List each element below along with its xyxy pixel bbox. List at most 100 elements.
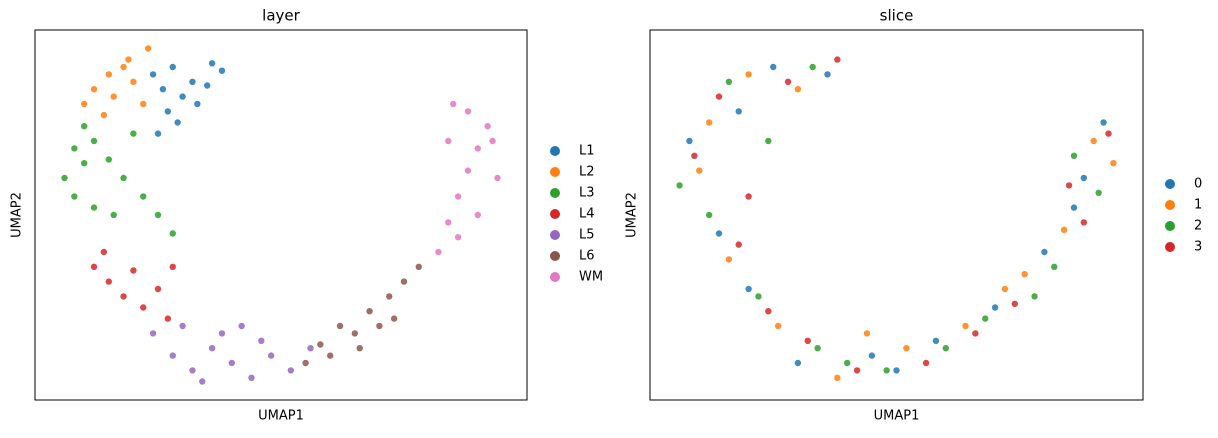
legend-marker [1165, 179, 1175, 189]
point [81, 100, 88, 108]
point [140, 193, 147, 200]
point [853, 367, 861, 374]
point [809, 63, 816, 71]
point [110, 93, 117, 100]
point [991, 304, 999, 311]
point [1001, 285, 1009, 293]
point [90, 204, 98, 211]
point [1080, 219, 1088, 226]
legend-marker [550, 272, 560, 282]
point [794, 86, 802, 93]
point [1100, 119, 1107, 126]
point [149, 71, 157, 78]
point [366, 308, 373, 315]
point [450, 100, 457, 108]
legend-marker [550, 209, 560, 219]
point [1011, 300, 1019, 307]
legend-label: L5 [579, 228, 595, 243]
point [199, 378, 206, 385]
point [159, 86, 167, 93]
point [140, 100, 147, 108]
point [725, 256, 733, 263]
legend-marker [1165, 221, 1175, 231]
point [189, 78, 196, 86]
legend-marker [1165, 200, 1175, 210]
point [105, 278, 113, 285]
point [1031, 293, 1038, 300]
point [824, 71, 831, 78]
point [120, 293, 127, 300]
point [110, 211, 117, 219]
point [302, 359, 309, 367]
point [317, 341, 324, 348]
chart-title: layer [262, 7, 300, 25]
point [696, 167, 703, 174]
point [81, 123, 88, 130]
point [90, 263, 98, 270]
point [238, 322, 245, 330]
point [144, 45, 152, 52]
point [130, 267, 137, 274]
point [863, 330, 871, 337]
point [125, 56, 132, 63]
point [445, 219, 452, 226]
point [228, 359, 235, 367]
point [130, 130, 137, 137]
point [1070, 204, 1078, 211]
point [169, 230, 176, 237]
point [676, 182, 683, 189]
point [179, 322, 186, 330]
point [1105, 130, 1112, 137]
point [258, 337, 265, 344]
point [445, 137, 452, 145]
point [390, 315, 398, 322]
legend-label: 0 [1194, 177, 1202, 192]
point [770, 63, 777, 71]
point [735, 241, 742, 248]
point [1070, 152, 1078, 159]
point [804, 337, 811, 344]
point [1095, 189, 1102, 196]
point [149, 330, 157, 337]
point [356, 345, 363, 352]
point [154, 285, 162, 293]
point [883, 367, 890, 374]
point [307, 345, 314, 352]
point [1090, 137, 1097, 145]
point [474, 145, 481, 152]
point [208, 345, 216, 352]
point [327, 352, 334, 359]
point [868, 352, 876, 359]
point [130, 78, 137, 86]
point [932, 337, 940, 344]
point [705, 211, 713, 219]
point [1080, 174, 1088, 182]
plot-area [34, 29, 528, 401]
plot-area [649, 29, 1144, 401]
point [1110, 160, 1117, 167]
point [218, 330, 226, 337]
point [194, 100, 201, 108]
point [140, 304, 147, 311]
point [154, 130, 162, 137]
y-axis-label: UMAP2 [10, 192, 25, 238]
point [267, 352, 275, 359]
point [705, 119, 713, 126]
point [120, 174, 127, 182]
point [1065, 182, 1073, 189]
point [415, 263, 422, 270]
point [755, 293, 762, 300]
point [489, 137, 496, 145]
point [204, 82, 211, 89]
point [105, 71, 113, 78]
point [61, 174, 68, 182]
point [154, 211, 162, 219]
point [179, 93, 186, 100]
point [189, 367, 196, 374]
point [248, 374, 255, 381]
point [90, 86, 98, 93]
point [71, 145, 78, 152]
point [120, 63, 127, 71]
point [725, 78, 733, 86]
